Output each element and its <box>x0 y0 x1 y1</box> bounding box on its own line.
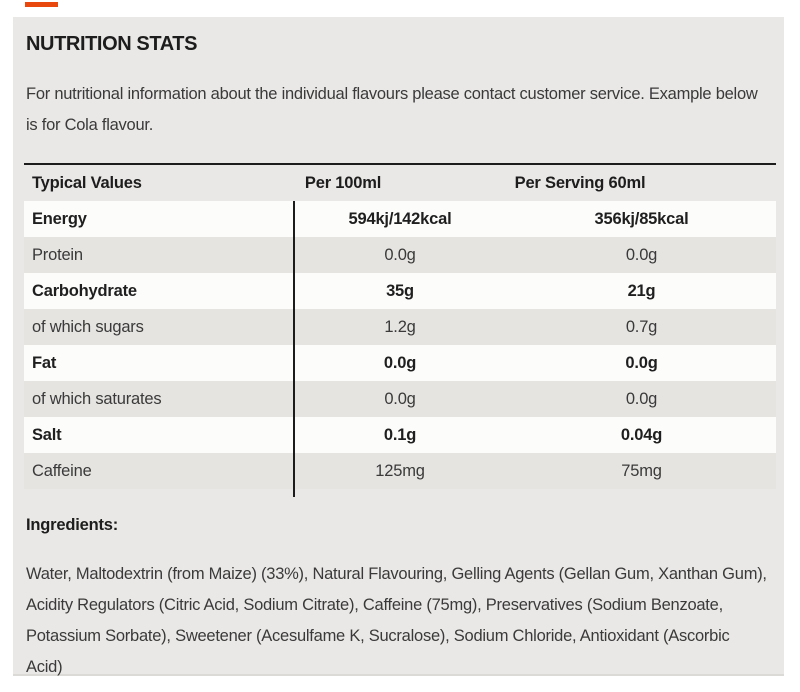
intro-paragraph: For nutritional information about the in… <box>26 85 758 134</box>
header-typical-values: Typical Values <box>32 173 142 192</box>
row-per-serving-value: 356kj/85kcal <box>594 209 689 228</box>
row-per-100ml-value: 1.2g <box>384 317 416 336</box>
row-per-serving-value: 0.0g <box>625 389 658 408</box>
nutrition-panel: NUTRITION STATS For nutritional informat… <box>13 17 784 676</box>
table-row: Carbohydrate 35g 21g <box>24 273 776 309</box>
header-per-100ml: Per 100ml <box>304 173 382 192</box>
ingredients-paragraph: Water, Maltodextrin (from Maize) (33%), … <box>26 565 767 676</box>
table-row: of which saturates 0.0g 0.0g <box>24 381 776 417</box>
row-per-100ml-value: 35g <box>386 281 414 300</box>
ingredients-title: Ingredients: <box>26 516 119 534</box>
row-label: Fat <box>32 353 57 372</box>
table-row: Caffeine 125mg 75mg <box>24 453 776 489</box>
table-row: Fat 0.0g 0.0g <box>24 345 776 381</box>
nutrition-table: Typical Values Per 100ml Per Serving 60m… <box>24 163 776 497</box>
row-label: Protein <box>32 245 83 264</box>
row-per-serving-value: 21g <box>627 281 656 300</box>
column-divider-line <box>293 201 295 497</box>
row-label: Caffeine <box>32 461 92 480</box>
table-row: Salt 0.1g 0.04g <box>24 417 776 453</box>
row-per-serving-value: 75mg <box>621 461 662 480</box>
row-label: Salt <box>32 425 62 444</box>
tab-underline-accent <box>25 2 58 7</box>
table-body: Energy 594kj/142kcal 356kj/85kcal Protei… <box>24 201 776 489</box>
row-per-serving-value: 0.0g <box>625 353 658 372</box>
row-per-100ml-value: 0.0g <box>383 353 417 372</box>
row-label: Energy <box>32 209 87 228</box>
row-per-serving-value: 0.0g <box>625 245 658 264</box>
row-per-100ml-value: 0.0g <box>384 389 416 408</box>
row-per-100ml-value: 125mg <box>375 461 425 480</box>
row-per-serving-value: 0.04g <box>620 425 663 444</box>
row-per-100ml-value: 0.0g <box>384 245 416 264</box>
row-per-100ml-value: 594kj/142kcal <box>348 209 452 228</box>
row-label: Carbohydrate <box>32 281 137 300</box>
table-row: of which sugars 1.2g 0.7g <box>24 309 776 345</box>
row-per-100ml-value: 0.1g <box>383 425 417 444</box>
row-label: of which sugars <box>32 317 144 336</box>
table-row: Energy 594kj/142kcal 356kj/85kcal <box>24 201 776 237</box>
table-row: Protein 0.0g 0.0g <box>24 237 776 273</box>
table-header-row: Typical Values Per 100ml Per Serving 60m… <box>24 165 776 201</box>
header-per-serving-60ml: Per Serving 60ml <box>514 173 646 192</box>
row-label: of which saturates <box>32 389 162 408</box>
row-per-serving-value: 0.7g <box>625 317 658 336</box>
section-title: NUTRITION STATS <box>26 33 198 55</box>
